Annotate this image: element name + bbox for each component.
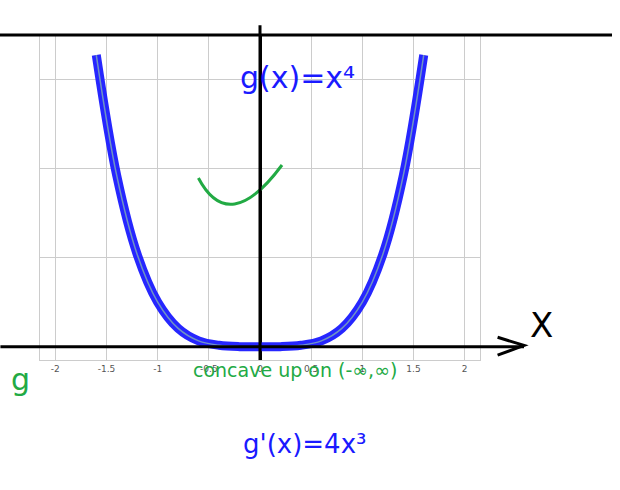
svg-text:1: 1	[359, 364, 365, 374]
svg-text:concave up on (-∞,∞): concave up on (-∞,∞)	[193, 359, 397, 381]
svg-text:0.5: 0.5	[304, 364, 318, 374]
svg-text:g(x)=x⁴: g(x)=x⁴	[240, 60, 355, 95]
svg-text:g: g	[11, 362, 30, 397]
svg-text:-1: -1	[153, 364, 162, 374]
svg-text:2: 2	[462, 364, 468, 374]
svg-text:1.5: 1.5	[406, 364, 420, 374]
svg-text:-0.5: -0.5	[200, 364, 218, 374]
svg-text:g'(x)=4x³: g'(x)=4x³	[243, 429, 366, 459]
svg-text:-1.5: -1.5	[98, 364, 116, 374]
svg-text:0: 0	[257, 364, 263, 374]
svg-text:X: X	[530, 305, 553, 345]
svg-text:-2: -2	[51, 364, 60, 374]
